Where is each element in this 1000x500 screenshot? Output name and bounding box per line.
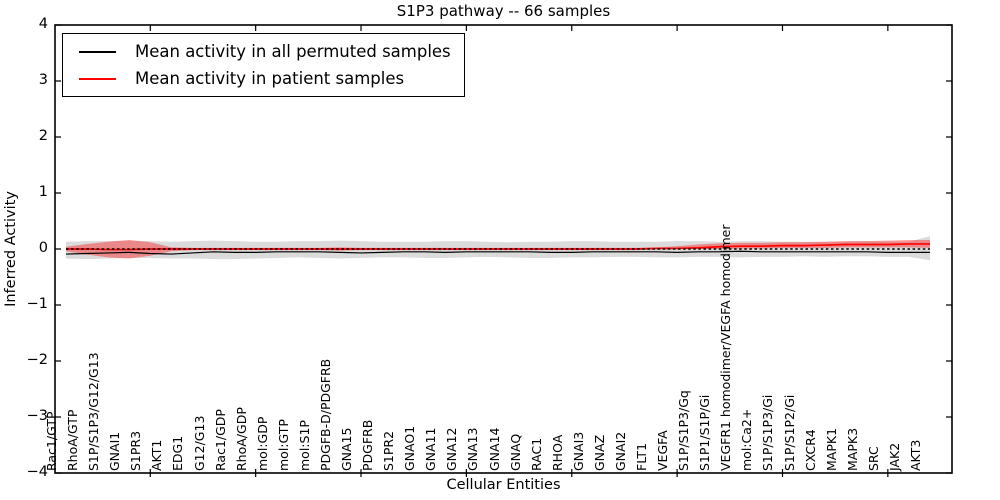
x-tick-label: GNA15 [339, 427, 355, 472]
y-tick-label: −3 [26, 408, 48, 424]
x-tick-label: GNA13 [465, 427, 481, 472]
x-tick-label: JAK2 [886, 442, 902, 471]
x-tick-label: S1P/S1P2/Gi [781, 394, 797, 471]
x-tick-label: RhoA/GDP [233, 407, 249, 471]
y-tick-label: 0 [38, 240, 48, 256]
x-tick-label: S1P/S1P3/G12/G13 [86, 352, 102, 471]
x-tick-label: GNA11 [423, 427, 439, 472]
x-tick-label: GNA12 [444, 427, 460, 472]
permuted-mean-line [65, 250, 930, 255]
x-tick-label: CXCR4 [802, 429, 818, 471]
x-tick-label: PDGFRB [360, 419, 376, 471]
y-tick-label: 1 [38, 184, 48, 200]
x-tick-label: GNAI2 [612, 431, 628, 471]
x-tick-label: GNAO1 [402, 425, 418, 471]
x-tick-label: RhoA/GTP [65, 409, 81, 471]
legend: Mean activity in all permuted samples Me… [62, 33, 465, 97]
y-tick-label: −4 [26, 464, 48, 480]
patient-line-swatch [79, 77, 116, 80]
x-tick-label: mol:Ca2+ [739, 408, 755, 471]
x-tick-label: G12/G13 [191, 415, 207, 471]
y-tick-label: −2 [26, 352, 48, 368]
legend-label-permuted: Mean activity in all permuted samples [135, 42, 451, 61]
x-tick-label: GNAI1 [107, 431, 123, 471]
y-tick-label: 3 [38, 72, 48, 88]
x-tick-label: RAC1 [528, 437, 544, 471]
x-tick-label: mol:GDP [254, 416, 270, 471]
x-tick-label: S1P1/S1P/Gi [697, 394, 713, 471]
y-tick-label: 2 [38, 128, 48, 144]
y-tick-label: −1 [26, 296, 48, 312]
x-tick-label: SRC [865, 446, 881, 471]
x-tick-label: S1PR2 [381, 430, 397, 471]
x-tick-label: GNA14 [486, 427, 502, 472]
x-tick-label: mol:S1P [296, 420, 312, 471]
x-tick-label: PDGFB-D/PDGFRB [317, 358, 333, 471]
x-tick-label: VEGFR1 homodimer/VEGFA homodimer [718, 224, 734, 471]
chart-title: S1P3 pathway -- 66 samples [396, 2, 611, 20]
plot-border [54, 24, 953, 474]
x-tick-label: GNAZ [591, 434, 607, 471]
x-tick-label: Rac1/GTP [44, 411, 59, 471]
x-tick-label: S1P/S1P3/Gi [760, 394, 776, 471]
legend-label-patient: Mean activity in patient samples [135, 69, 405, 88]
x-tick-label: GNAI3 [570, 431, 586, 471]
x-tick-label: GNAQ [507, 433, 523, 471]
x-tick-label: mol:GTP [275, 419, 291, 471]
x-tick-label: MAPK3 [844, 427, 860, 471]
permuted-line-swatch [79, 50, 116, 53]
x-tick-label: S1PR3 [128, 430, 144, 471]
x-axis-label: Cellular Entities [446, 477, 561, 493]
x-tick-label: S1P/S1P3/Gq [676, 390, 692, 471]
x-tick-label: FLT1 [634, 442, 650, 471]
x-tick-label: RHOA [549, 434, 565, 471]
legend-row-patient: Mean activity in patient samples [76, 65, 451, 92]
x-tick-label: AKT1 [149, 439, 165, 471]
x-tick-label: MAPK1 [823, 427, 839, 471]
x-tick-label: EDG1 [170, 435, 186, 471]
x-tick-label: Rac1/GDP [212, 409, 228, 471]
x-tick-label: VEGFA [655, 430, 671, 471]
x-tick-label: AKT3 [908, 439, 923, 471]
y-tick-label: 4 [38, 16, 48, 32]
legend-row-permuted: Mean activity in all permuted samples [76, 38, 451, 65]
